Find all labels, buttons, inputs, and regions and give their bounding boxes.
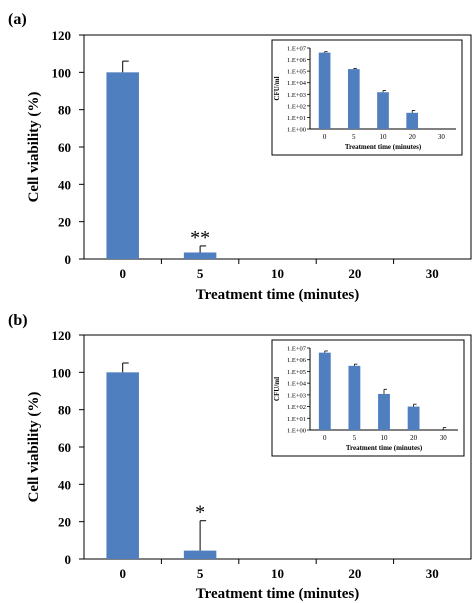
bar — [183, 252, 217, 259]
inset-bar — [318, 52, 331, 129]
inset-bar — [348, 365, 361, 430]
inset-y-tick-label: 1.E+03 — [287, 92, 306, 99]
y-tick-label: 80 — [58, 103, 71, 118]
x-tick-label: 10 — [271, 566, 284, 581]
inset-y-tick-label: 1.E+02 — [287, 103, 306, 110]
inset-y-axis-title: CFU/ml — [273, 76, 281, 100]
inset-y-tick-label: 1.E+04 — [287, 80, 307, 87]
inset-frame — [271, 39, 463, 156]
inset-x-tick-label: 5 — [353, 434, 357, 442]
inset-y-tick-label: 1.E+07 — [287, 346, 307, 353]
inset-frame — [271, 339, 465, 457]
x-tick-label: 0 — [119, 566, 126, 581]
y-tick-label: 100 — [52, 65, 72, 80]
y-tick-label: 20 — [58, 215, 71, 230]
x-tick-label: 20 — [348, 566, 361, 581]
inset-y-tick-label: 1.E+05 — [287, 69, 306, 76]
inset-x-axis-title: Treatment time (minutes) — [345, 143, 422, 151]
y-tick-label: 0 — [65, 552, 72, 567]
bar — [106, 72, 139, 259]
x-tick-label: 0 — [119, 266, 126, 281]
inset-chart: 1.E+00 1.E+01 1.E+02 1.E+03 1.E+04 1.E+05 1.E+… — [271, 39, 463, 156]
inset-bar — [407, 406, 420, 430]
inset-x-tick-label: 10 — [380, 133, 388, 141]
inset-y-tick-label: 1.E+01 — [287, 115, 306, 122]
inset-y-tick-label: 1.E+00 — [287, 127, 306, 134]
y-tick-label: 100 — [52, 365, 72, 380]
inset-x-tick-label: 0 — [323, 434, 327, 442]
inset-y-tick-label: 1.E+03 — [287, 392, 306, 399]
inset-x-tick-label: 20 — [410, 434, 418, 442]
inset-y-tick-label: 1.E+06 — [287, 357, 307, 364]
y-tick-label: 80 — [58, 403, 71, 418]
x-axis-title: Treatment time (minutes) — [196, 287, 360, 303]
panel-label: (b) — [8, 312, 28, 329]
inset-y-tick-label: 1.E+07 — [287, 46, 307, 53]
y-tick-label: 0 — [65, 252, 72, 267]
inset-bar — [377, 92, 389, 129]
x-tick-label: 5 — [197, 566, 204, 581]
y-tick-label: 60 — [58, 140, 71, 155]
inset-x-tick-label: 10 — [381, 434, 389, 442]
inset-y-tick-label: 1.E+01 — [287, 416, 306, 423]
inset-bar — [378, 393, 390, 430]
bar — [106, 372, 139, 559]
inset-chart: 1.E+00 1.E+01 1.E+02 1.E+03 1.E+04 1.E+05 1.E+… — [271, 339, 465, 457]
y-tick-label: 40 — [58, 177, 71, 192]
x-tick-label: 30 — [426, 566, 439, 581]
y-tick-label: 40 — [58, 477, 71, 492]
y-tick-label: 120 — [52, 328, 72, 343]
inset-bar — [318, 352, 331, 430]
inset-x-tick-label: 20 — [409, 133, 417, 141]
inset-x-tick-label: 0 — [323, 133, 327, 141]
inset-y-tick-label: 1.E+06 — [287, 57, 307, 64]
x-axis-title: Treatment time (minutes) — [196, 586, 360, 602]
y-axis-title: Cell viability (%) — [26, 392, 42, 503]
x-tick-label: 10 — [271, 266, 284, 281]
y-tick-label: 120 — [52, 28, 72, 43]
inset-y-tick-label: 1.E+00 — [287, 428, 306, 435]
panel-label: (a) — [8, 11, 27, 28]
inset-bar — [347, 69, 360, 129]
bar — [183, 550, 217, 559]
x-tick-label: 30 — [426, 266, 439, 281]
inset-y-tick-label: 1.E+05 — [287, 369, 306, 376]
y-tick-label: 20 — [58, 515, 71, 530]
significance-marker: * — [195, 502, 205, 524]
y-axis-title: Cell viability (%) — [26, 92, 42, 203]
y-tick-label: 60 — [58, 440, 71, 455]
inset-x-tick-label: 30 — [438, 133, 446, 141]
inset-y-axis-title: CFU/ml — [273, 377, 281, 401]
inset-x-axis-title: Treatment time (minutes) — [346, 444, 423, 452]
significance-marker: ** — [190, 227, 210, 249]
inset-y-tick-label: 1.E+04 — [287, 381, 307, 388]
inset-y-tick-label: 1.E+02 — [287, 404, 306, 411]
inset-x-tick-label: 5 — [352, 133, 356, 141]
inset-x-tick-label: 30 — [440, 434, 448, 442]
inset-bar — [406, 112, 419, 129]
x-tick-label: 5 — [197, 266, 204, 281]
x-tick-label: 20 — [348, 266, 361, 281]
